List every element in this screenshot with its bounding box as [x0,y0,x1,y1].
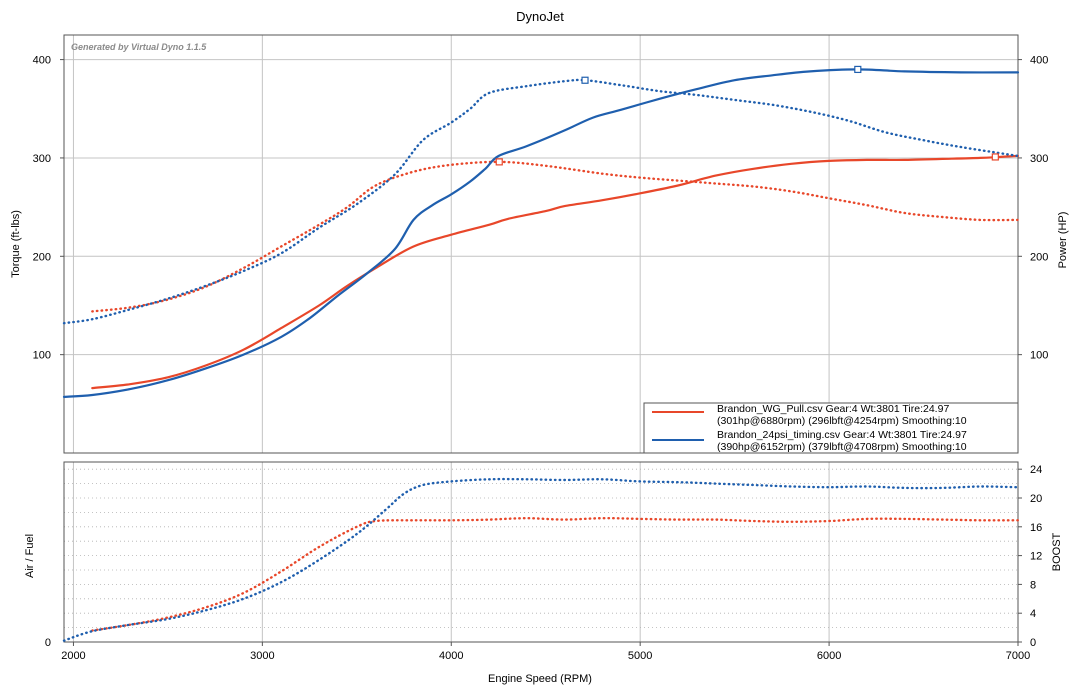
boost-tick-label-8: 8 [1030,579,1036,591]
upper-brandon-24psi-timing-csv-hp-line [62,68,1020,398]
peak-marker-brandon-24psi-timing-csv-4708 [581,76,589,84]
legend-box [643,402,1019,454]
lower-plot-frame [63,461,1019,643]
power-axis-label: Power (HP) [1057,212,1069,269]
x-tick-label-7000: 7000 [1006,650,1030,662]
boost-tick-label-16: 16 [1030,522,1042,534]
legend-wg-pull-line2: (301hp@6880rpm) (296lbft@4254rpm) Smooth… [717,415,967,427]
generated-note: Generated by Virtual Dyno 1.1.5 [71,42,207,52]
power-tick-label-100: 100 [1030,350,1048,362]
legend-timing-line2: (390hp@6152rpm) (379lbft@4708rpm) Smooth… [717,441,967,453]
upper-series [62,68,1020,398]
torque-tick-label-300: 300 [33,153,51,165]
peak-marker-brandon-wg-pull-csv-6880 [991,153,999,161]
x-tick-label-3000: 3000 [250,650,274,662]
upper-brandon-24psi-timing-csv-torque-line [62,78,1020,325]
lower-brandon-24psi-timing-csv-boost-line [62,477,1020,642]
power-tick-label-300: 300 [1030,153,1048,165]
x-tick-label-5000: 5000 [628,650,652,662]
x-ticks: 2000 3000 4000 5000 6000 7000 [61,642,1030,662]
boost-axis-label: BOOST [1051,532,1063,571]
torque-tick-label-200: 200 [33,251,51,263]
boost-tick-label-0: 0 [1030,637,1036,649]
legend-wg-pull-line1: Brandon_WG_Pull.csv Gear:4 Wt:3801 Tire:… [717,403,949,415]
air-fuel-tick-label-0: 0 [45,637,51,649]
x-axis-label: Engine Speed (RPM) [488,673,592,685]
power-tick-label-400: 400 [1030,55,1048,67]
boost-tick-label-24: 24 [1030,464,1042,476]
torque-tick-label-100: 100 [33,350,51,362]
legend-timing-line1: Brandon_24psi_timing.csv Gear:4 Wt:3801 … [717,429,967,441]
upper-markers [495,65,999,166]
boost-tick-label-4: 4 [1030,608,1036,620]
x-tick-label-2000: 2000 [61,650,85,662]
lower-series [62,477,1020,642]
x-tick-label-6000: 6000 [817,650,841,662]
lower-brandon-wg-pull-csv-boost-line [91,516,1020,632]
boost-tick-label-12: 12 [1030,551,1042,563]
peak-marker-brandon-wg-pull-csv-4254 [495,158,503,166]
x-tick-label-4000: 4000 [439,650,463,662]
chart-title: DynoJet [516,9,564,24]
upper-plot-frame [63,34,1019,454]
air-fuel-axis-label: Air / Fuel [24,534,36,578]
peak-marker-brandon-24psi-timing-csv-6152 [854,65,862,74]
lower-ticks: 0 4 8 12 16 20 24 0 [45,464,1042,649]
lower-grid [64,462,1019,642]
upper-brandon-wg-pull-csv-torque-line [91,160,1020,313]
upper-brandon-wg-pull-csv-hp-line [91,154,1020,390]
torque-tick-label-400: 400 [33,55,51,67]
power-tick-label-200: 200 [1030,251,1048,263]
legend: Brandon_WG_Pull.csv Gear:4 Wt:3801 Tire:… [643,402,1019,454]
boost-tick-label-20: 20 [1030,493,1042,505]
torque-axis-label: Torque (ft-lbs) [10,210,22,278]
upper-ticks: 100 100 200 200 300 300 400 400 [33,55,1049,362]
